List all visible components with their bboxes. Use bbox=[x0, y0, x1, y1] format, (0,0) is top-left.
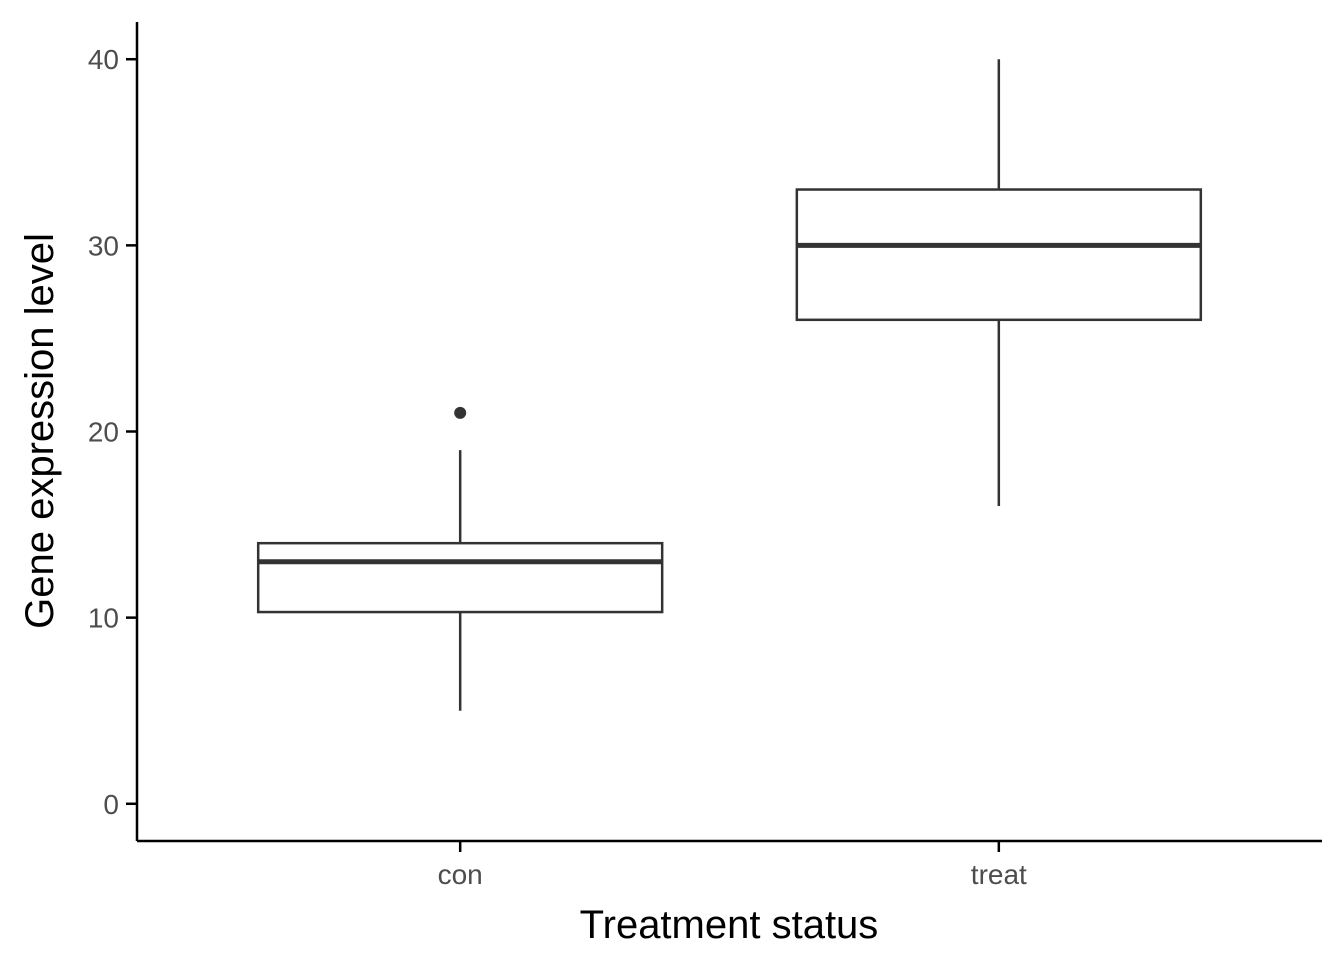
box-con bbox=[256, 406, 664, 711]
box-treat bbox=[795, 59, 1203, 506]
outlier-point-con-0 bbox=[454, 406, 467, 419]
iqr-box-treat bbox=[795, 188, 1203, 322]
iqr-box-con bbox=[256, 541, 664, 614]
y-tick-label-30: 30 bbox=[88, 230, 119, 261]
x-tick-label-treat: treat bbox=[971, 859, 1027, 890]
y-tick-label-10: 10 bbox=[88, 603, 119, 634]
boxes-layer bbox=[256, 59, 1203, 711]
y-tick-label-0: 0 bbox=[103, 789, 119, 820]
x-axis: con treat bbox=[137, 839, 1322, 890]
y-axis: 0 10 20 30 40 bbox=[88, 22, 139, 841]
y-tick-label-40: 40 bbox=[88, 44, 119, 75]
x-axis-title: Treatment status bbox=[580, 903, 879, 947]
x-tick-label-con: con bbox=[438, 859, 483, 890]
y-tick-label-20: 20 bbox=[88, 417, 119, 448]
y-axis-title: Gene expression level bbox=[18, 233, 62, 629]
